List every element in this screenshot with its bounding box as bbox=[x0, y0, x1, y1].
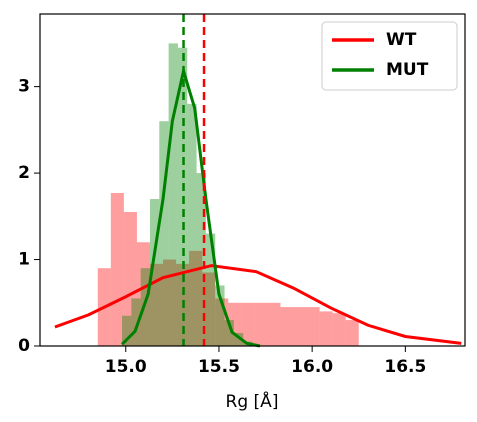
histogram-bar bbox=[140, 268, 150, 346]
histogram-bar bbox=[306, 307, 320, 346]
y-tick-label: 0 bbox=[18, 336, 30, 356]
histogram-bar bbox=[122, 315, 132, 346]
histogram-bar bbox=[163, 259, 177, 346]
y-tick-label: 1 bbox=[18, 250, 30, 270]
histogram-bar bbox=[189, 250, 203, 346]
density-curve bbox=[120, 65, 261, 348]
plot-frame bbox=[39, 13, 466, 347]
histogram-bar bbox=[123, 211, 137, 346]
legend-label: WT bbox=[386, 30, 417, 50]
histogram-bar bbox=[202, 272, 216, 346]
histogram-bar bbox=[332, 313, 346, 346]
legend-label: MUT bbox=[386, 60, 429, 80]
x-tick-label: 16.0 bbox=[291, 357, 333, 377]
histogram-bar bbox=[267, 302, 281, 346]
histogram-bar bbox=[319, 311, 333, 346]
histogram-bar bbox=[345, 320, 359, 346]
histogram-bar bbox=[233, 333, 244, 346]
histogram-bar bbox=[159, 121, 169, 346]
histogram-bar bbox=[149, 199, 160, 346]
density-curve bbox=[54, 264, 462, 345]
legend: WT MUT bbox=[321, 21, 458, 91]
histogram-bar bbox=[280, 307, 294, 346]
histogram-bar bbox=[131, 298, 141, 346]
histogram-bar bbox=[168, 43, 178, 346]
histogram-bar bbox=[196, 173, 206, 346]
y-tick-label: 3 bbox=[18, 77, 30, 97]
histogram-bar bbox=[293, 307, 307, 346]
y-tick-label: 2 bbox=[18, 163, 30, 183]
x-tick-label: 15.0 bbox=[105, 357, 147, 377]
histogram-bar bbox=[224, 320, 234, 346]
x-axis-label: Rg [Å] bbox=[226, 390, 279, 412]
histogram-bar bbox=[149, 263, 164, 346]
x-tick-label: 15.5 bbox=[198, 357, 240, 377]
x-tick-label: 16.5 bbox=[384, 357, 426, 377]
histogram-bar bbox=[187, 103, 197, 347]
histogram-bar bbox=[205, 233, 216, 346]
histogram-bar bbox=[254, 302, 268, 346]
histogram-bar bbox=[241, 302, 255, 346]
histogram-bar bbox=[215, 285, 225, 346]
histogram-bar bbox=[110, 192, 124, 346]
